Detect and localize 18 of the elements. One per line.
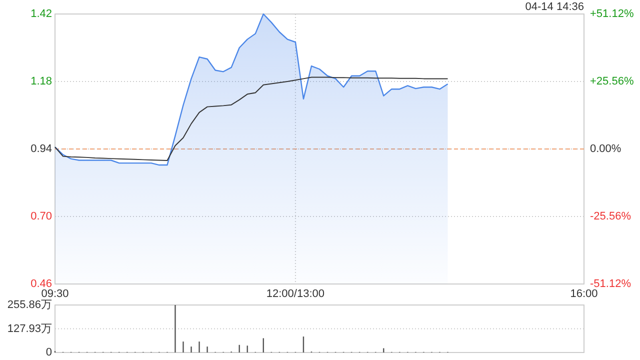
y-tick-label: 0.46 (30, 278, 52, 290)
x-tick-label: 16:00 (570, 288, 598, 300)
y-tick-label: 1.42 (30, 8, 52, 20)
y-tick-label: 127.93万 (7, 322, 52, 335)
y2-tick-label: +25.56% (590, 76, 634, 88)
y-tick-label: 255.86万 (7, 299, 52, 311)
y-tick-label: 0.94 (30, 143, 52, 155)
y-tick-label: 1.18 (30, 76, 52, 88)
text: 04-14 14:36 (525, 1, 584, 13)
y2-tick-label: -51.12% (590, 278, 632, 290)
x-tick-label: 12:00/13:00 (266, 288, 325, 300)
y2-tick-label: -25.56% (590, 210, 632, 222)
y-tick-label: 0.70 (30, 210, 52, 222)
x-tick-label: 09:30 (41, 288, 69, 300)
y-tick-label: 0 (46, 346, 52, 358)
y2-tick-label: 0.00% (590, 143, 622, 155)
y2-tick-label: +51.12% (590, 8, 634, 20)
line-series (54, 76, 448, 162)
